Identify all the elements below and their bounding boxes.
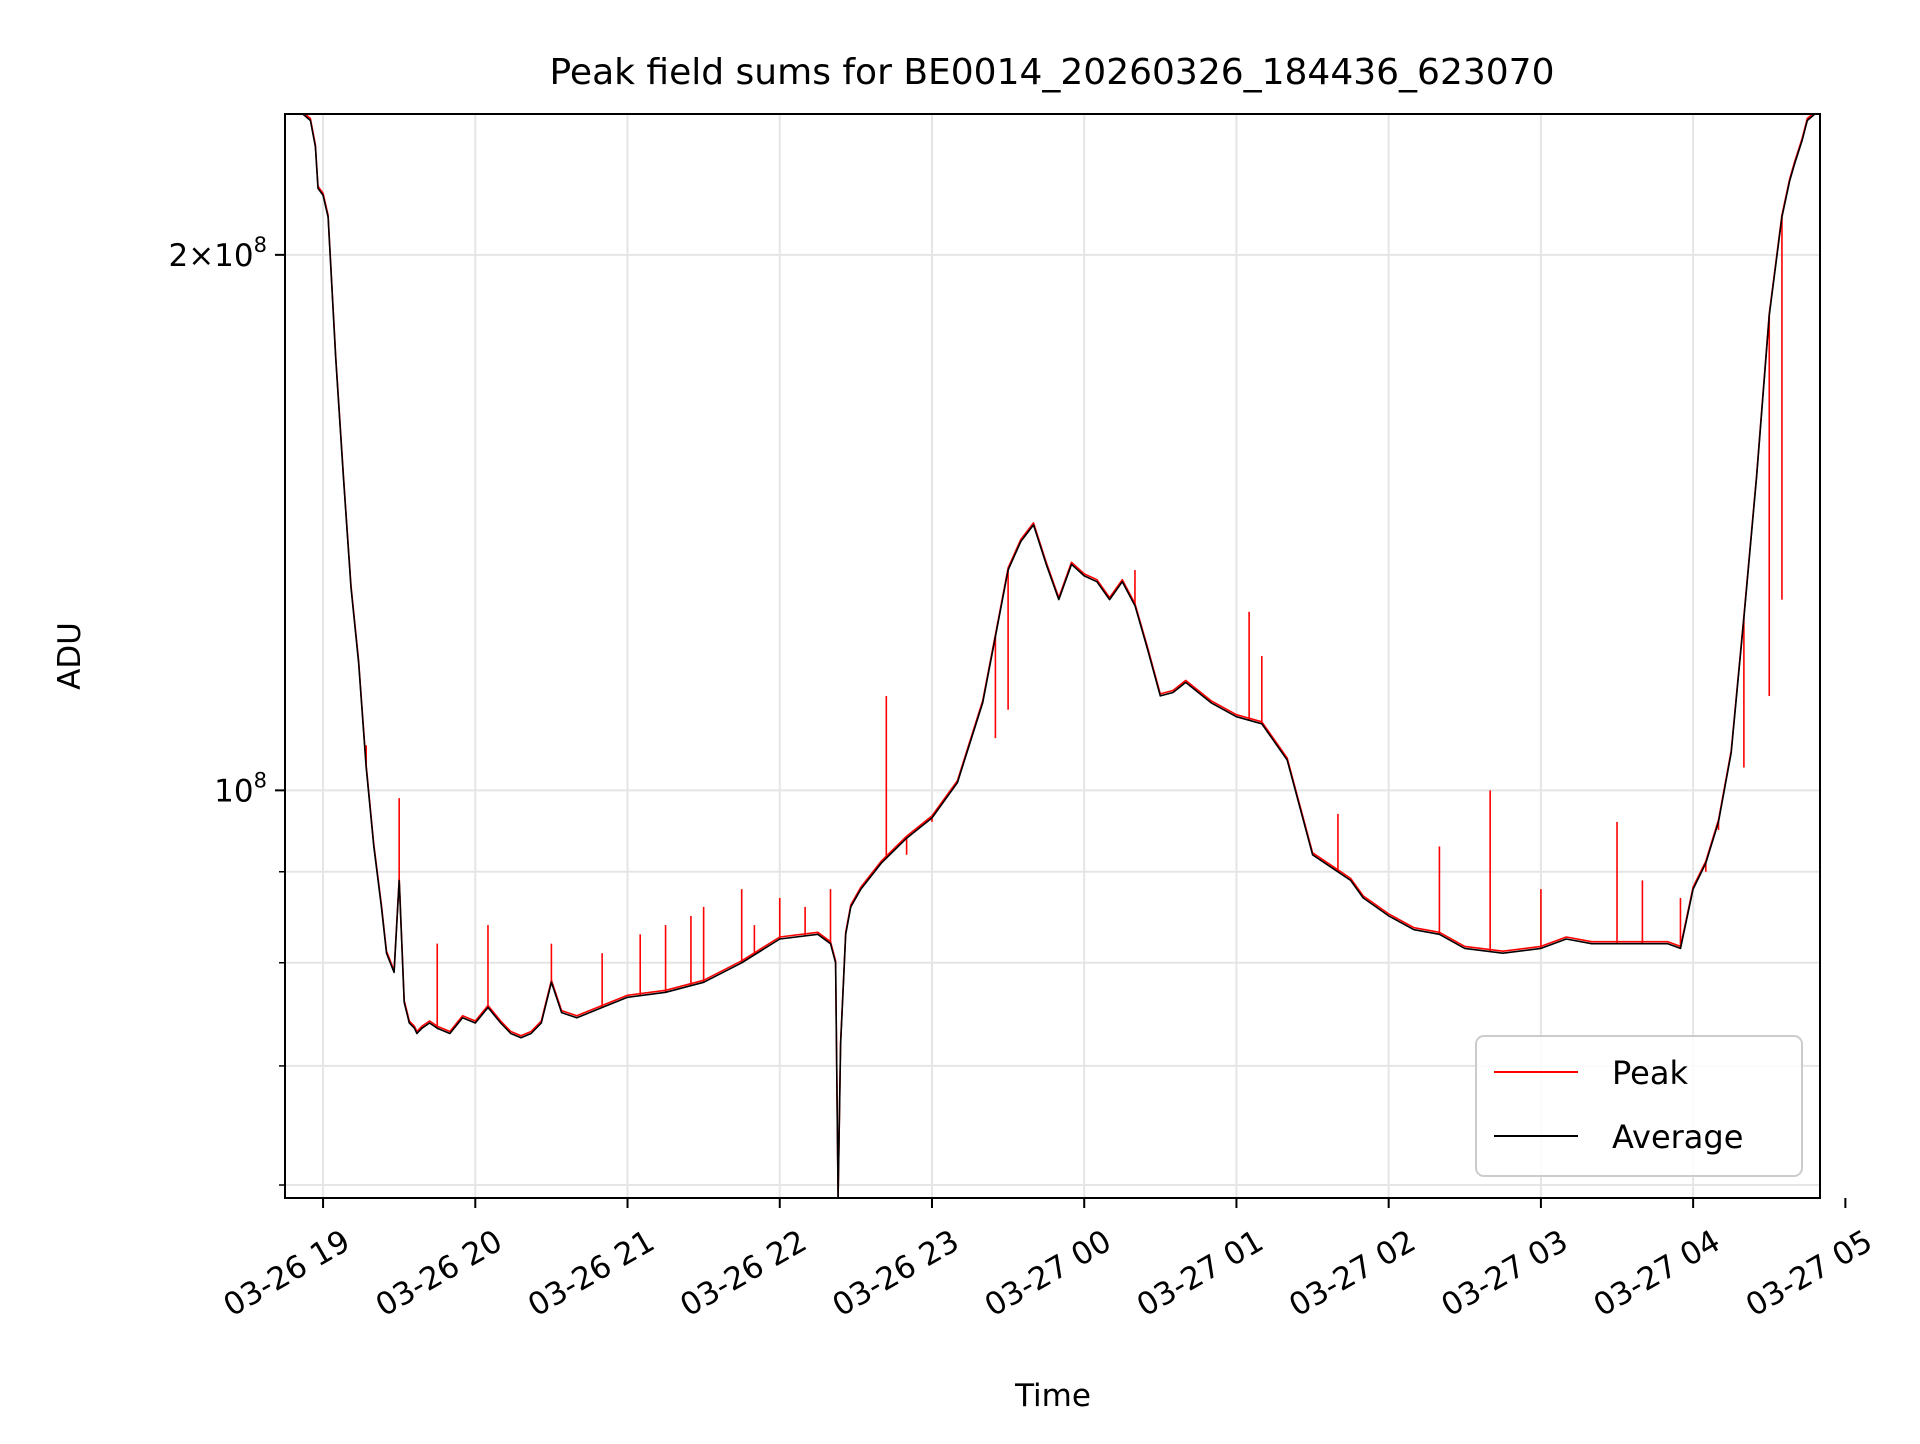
y-axis-ticks: 108 2×108 xyxy=(168,233,285,1186)
plot-area xyxy=(285,114,1820,1198)
legend-peak-label: Peak xyxy=(1612,1054,1688,1092)
grid-lines xyxy=(285,114,1820,1198)
axes-frame xyxy=(284,113,1821,1199)
y-tick-label-0: 108 xyxy=(214,768,267,809)
chart-title: Peak field sums for BE0014_20260326_1844… xyxy=(550,52,1555,93)
series-layer xyxy=(285,114,1820,1198)
y-tick-label-1: 2×108 xyxy=(168,233,267,274)
x-axis-label: Time xyxy=(1014,1378,1091,1414)
legend: Peak Average xyxy=(1475,1035,1803,1177)
legend-average-label: Average xyxy=(1612,1118,1743,1156)
average-series-line xyxy=(285,114,1820,1198)
y-axis-label: ADU xyxy=(52,622,88,690)
